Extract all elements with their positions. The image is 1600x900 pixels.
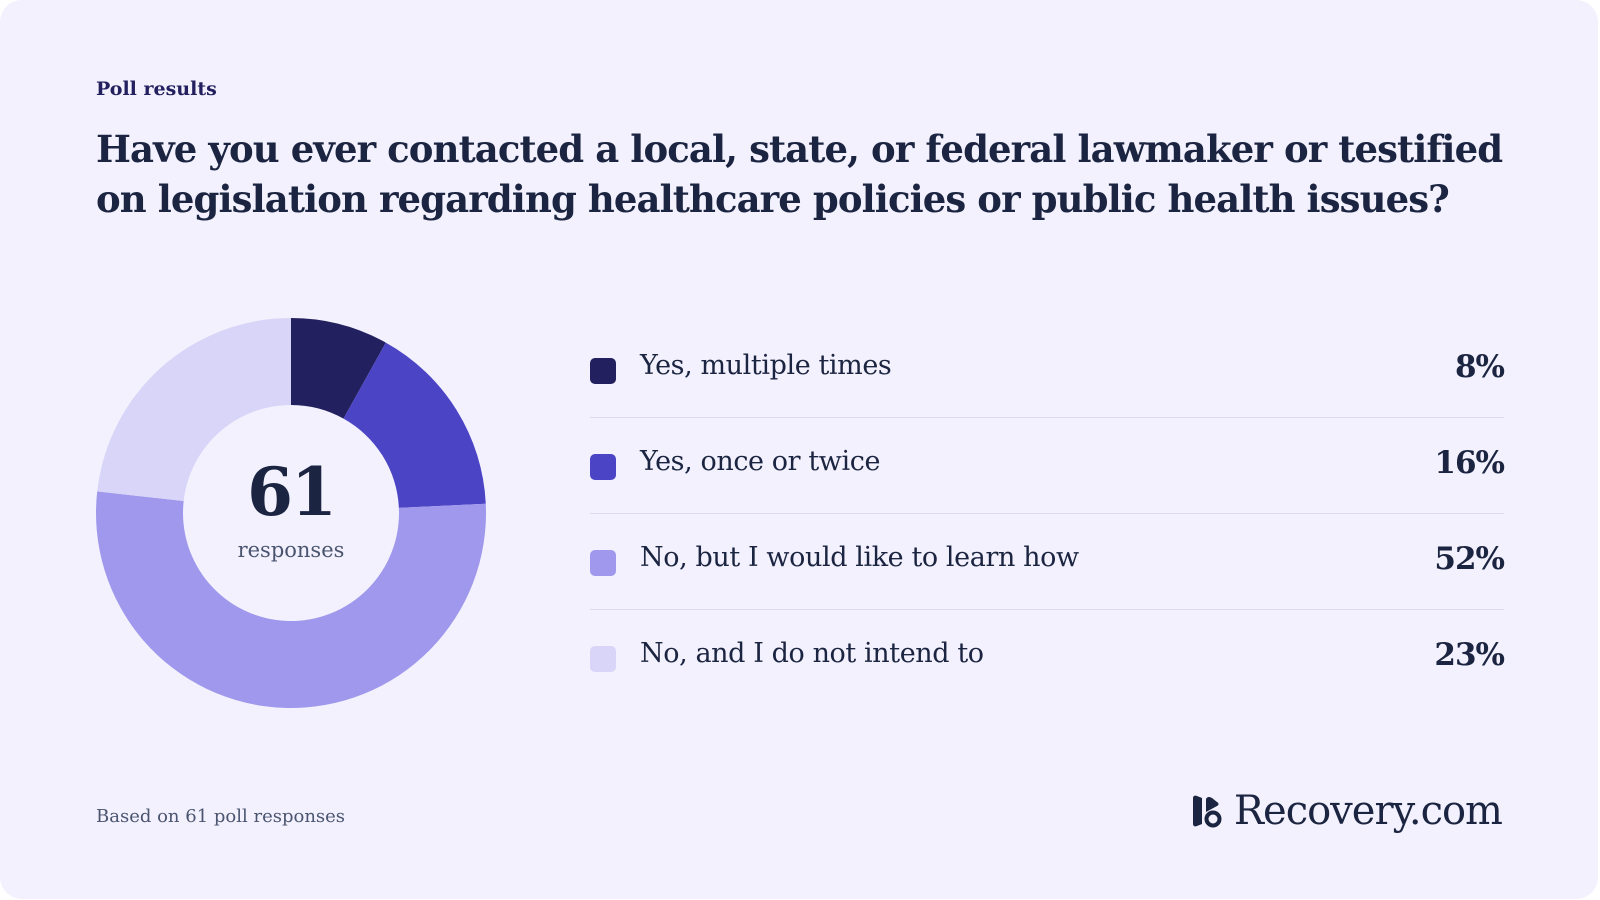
brand-name-suffix: .com [1408, 788, 1503, 834]
legend-swatch [590, 358, 616, 384]
legend-swatch [590, 454, 616, 480]
legend-label: No, and I do not intend to [640, 638, 984, 669]
legend-percent: 23% [1434, 637, 1505, 673]
donut-slice [97, 318, 291, 502]
total-responses-count: 61 [247, 453, 337, 531]
legend-label: No, but I would like to learn how [640, 542, 1079, 573]
legend-percent: 8% [1454, 349, 1505, 385]
donut-slice [96, 491, 486, 708]
recovery-logo-icon [1192, 795, 1222, 828]
donut-slice [343, 342, 486, 508]
legend-row: Yes, multiple times 8% [590, 322, 1505, 418]
brand-name-main: Recovery [1233, 788, 1410, 834]
footnote: Based on 61 poll responses [96, 806, 346, 827]
legend-percent: 16% [1434, 445, 1505, 481]
legend-label: Yes, multiple times [640, 350, 892, 381]
chart-legend: Yes, multiple times 8% Yes, once or twic… [590, 322, 1505, 705]
legend-percent: 52% [1434, 541, 1505, 577]
legend-swatch [590, 646, 616, 672]
poll-question: Have you ever contacted a local, state, … [96, 127, 1503, 221]
legend-label: Yes, once or twice [640, 446, 881, 477]
total-responses-label: responses [237, 538, 345, 562]
legend-row: No, but I would like to learn how 52% [590, 514, 1505, 610]
brand-name: Recovery.com [1233, 788, 1503, 834]
legend-row: No, and I do not intend to 23% [590, 610, 1505, 705]
donut-chart [96, 318, 486, 708]
legend-row: Yes, once or twice 16% [590, 418, 1505, 514]
brand-logo[interactable]: Recovery.com [1190, 788, 1503, 834]
poll-kicker: Poll results [96, 78, 217, 100]
donut-slice [291, 318, 386, 419]
legend-swatch [590, 550, 616, 576]
